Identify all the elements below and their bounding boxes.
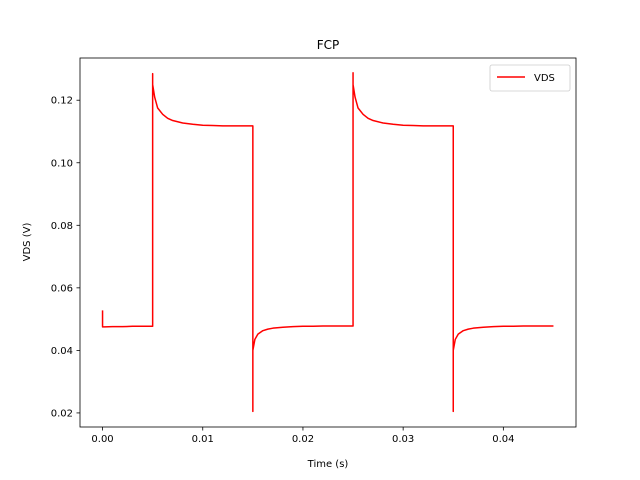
x-tick-label: 0.04: [492, 434, 514, 445]
series-line-vds: [101, 71, 554, 413]
legend-box: [489, 64, 571, 92]
x-tick-label: 0.01: [192, 434, 214, 445]
x-tick-label: 0.00: [91, 434, 113, 445]
y-tick-label: 0.04: [51, 346, 73, 357]
x-axis-ticks: 0.00 0.01 0.02 0.03 0.04: [91, 427, 514, 445]
x-tick-label: 0.03: [392, 434, 414, 445]
x-tick-label: 0.02: [292, 434, 314, 445]
plot-area: 0.00 0.01 0.02 0.03 0.04 0.02 0.04 0.06 0.08 0.1…: [51, 57, 577, 445]
y-tick-label: 0.10: [51, 158, 73, 169]
y-tick-label: 0.02: [51, 408, 73, 419]
x-axis-label: Time (s): [307, 459, 349, 470]
y-axis-ticks: 0.02 0.04 0.06 0.08 0.10 0.12: [51, 96, 80, 419]
legend-label-vds: VDS: [534, 73, 555, 84]
plot-frame: [79, 57, 577, 428]
y-tick-label: 0.08: [51, 221, 73, 232]
y-axis-label: VDS (V): [22, 223, 33, 262]
series-layer: [101, 71, 554, 413]
y-tick-label: 0.12: [51, 96, 73, 107]
y-tick-label: 0.06: [51, 283, 73, 294]
legend: VDS: [489, 64, 571, 92]
plot-background: [80, 58, 576, 427]
chart-title: FCP: [317, 38, 340, 52]
